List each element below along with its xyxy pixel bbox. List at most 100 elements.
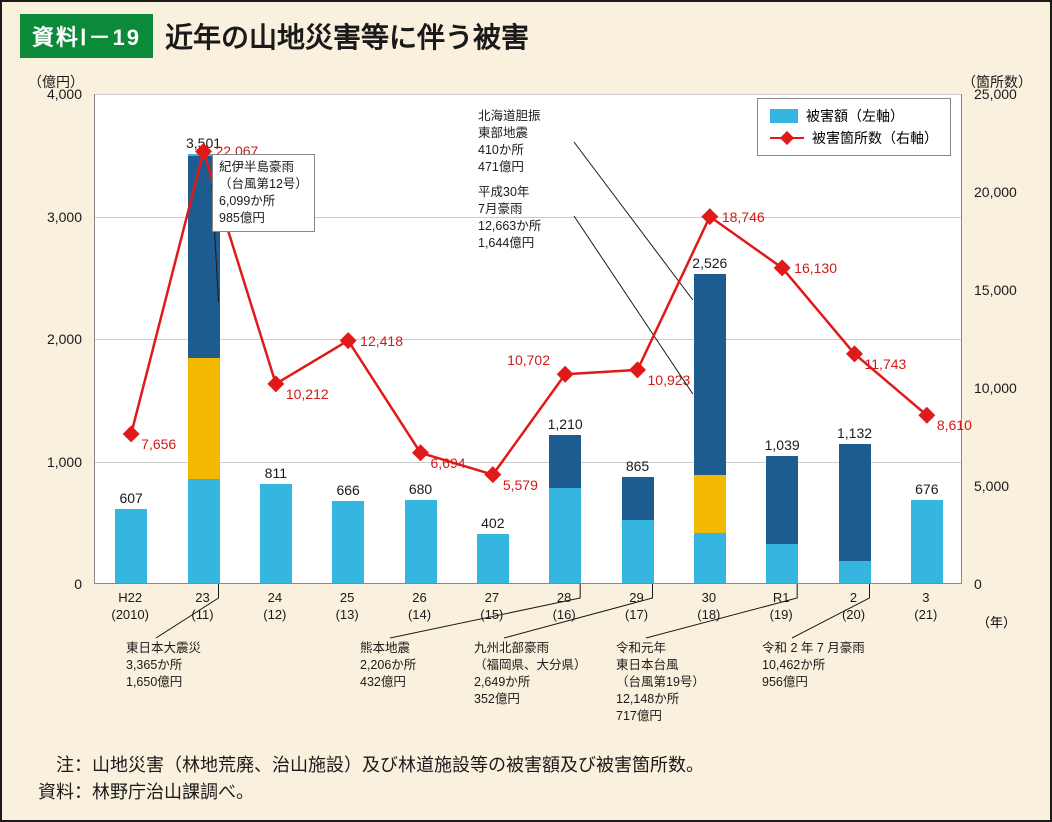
bar-value-label: 666 xyxy=(336,482,359,498)
x-tick: 3(21) xyxy=(914,590,937,624)
chart-zone: （億円） （箇所数） 01,0002,0003,0004,000 05,0001… xyxy=(20,64,1036,704)
x-tick: 24(12) xyxy=(263,590,286,624)
line-marker xyxy=(267,375,284,392)
bar-segment xyxy=(694,274,726,475)
bar-segment xyxy=(694,475,726,533)
footnote-source: 資料：林野庁治山課調べ。 xyxy=(38,779,704,806)
line-value-label: 10,212 xyxy=(286,386,329,402)
line-value-label: 10,923 xyxy=(648,372,691,388)
bar xyxy=(549,435,581,583)
bar-segment xyxy=(694,533,726,583)
bar-segment xyxy=(766,456,798,544)
line-marker xyxy=(123,425,140,442)
gridline xyxy=(95,94,961,95)
y-right-tick: 5,000 xyxy=(974,478,1009,494)
annotation-july2018: 平成30年7月豪雨12,663か所1,644億円 xyxy=(478,184,541,252)
line-marker xyxy=(412,444,429,461)
y-right-tick: 20,000 xyxy=(974,184,1017,200)
line-value-label: 7,656 xyxy=(141,436,176,452)
gridline xyxy=(95,462,961,463)
bar-segment xyxy=(839,561,871,583)
bar xyxy=(260,484,292,583)
legend-line-swatch xyxy=(770,131,804,145)
bar-segment xyxy=(332,501,364,583)
y-right-tick: 15,000 xyxy=(974,282,1017,298)
legend: 被害額（左軸） 被害箇所数（右軸） xyxy=(757,98,951,156)
bar-value-label: 865 xyxy=(626,458,649,474)
legend-bar-swatch xyxy=(770,109,798,123)
bar xyxy=(911,500,943,583)
bar xyxy=(405,500,437,583)
line-value-label: 6,694 xyxy=(431,455,466,471)
x-tick: 27(15) xyxy=(480,590,503,624)
bar-segment xyxy=(405,500,437,583)
legend-line-row: 被害箇所数（右軸） xyxy=(770,127,938,149)
line-value-label: 18,746 xyxy=(722,209,765,225)
line-marker xyxy=(774,259,791,276)
bar-segment xyxy=(188,479,220,583)
y-right-tick: 0 xyxy=(974,576,982,592)
y-left-tick: 3,000 xyxy=(47,209,82,225)
line-value-label: 16,130 xyxy=(794,260,837,276)
line-marker xyxy=(918,407,935,424)
bar-value-label: 680 xyxy=(409,481,432,497)
annotation-hokkaido: 北海道胆振東部地震410か所471億円 xyxy=(478,108,541,176)
y-left-tick: 4,000 xyxy=(47,86,82,102)
bar-segment xyxy=(911,500,943,583)
bar-segment xyxy=(260,484,292,583)
header: 資料Ⅰ－19 近年の山地災害等に伴う被害 xyxy=(2,2,1050,66)
bar-segment xyxy=(622,520,654,583)
bar-segment xyxy=(766,544,798,583)
line-value-label: 10,702 xyxy=(507,352,550,368)
bar xyxy=(115,509,147,583)
annotation-kumamoto: 熊本地震2,206か所432億円 xyxy=(360,640,416,691)
x-tick: 23(11) xyxy=(191,590,213,624)
y-left-tick: 2,000 xyxy=(47,331,82,347)
figure-title: 近年の山地災害等に伴う被害 xyxy=(165,16,529,56)
annotation-reiwa1: 令和元年東日本台風（台風第19号）12,148か所717億円 xyxy=(616,640,705,724)
x-axis-label: （年） xyxy=(977,612,1016,631)
footnote-note: 注：山地災害（林地荒廃、治山施設）及び林道施設等の被害額及び被害箇所数。 xyxy=(38,752,704,779)
line-marker xyxy=(557,366,574,383)
line-marker xyxy=(340,332,357,349)
x-tick: H22(2010) xyxy=(111,590,149,624)
annotation-kyushu: 九州北部豪雨（福岡県、大分県）2,649か所352億円 xyxy=(474,640,587,708)
annotation-reiwa2: 令和 2 年 7 月豪雨10,462か所956億円 xyxy=(762,640,865,691)
bar xyxy=(332,501,364,583)
annotation-kii: 紀伊半島豪雨（台風第12号）6,099か所985億円 xyxy=(212,154,315,232)
x-tick: 29(17) xyxy=(625,590,648,624)
bar-value-label: 811 xyxy=(265,465,287,481)
bar-segment xyxy=(839,444,871,561)
bar-segment xyxy=(549,488,581,583)
bar-segment xyxy=(477,534,509,583)
y-right-tick: 25,000 xyxy=(974,86,1017,102)
line-value-label: 5,579 xyxy=(503,477,538,493)
line-marker xyxy=(484,466,501,483)
figure-badge: 資料Ⅰ－19 xyxy=(20,14,153,58)
x-tick: R1(19) xyxy=(770,590,793,624)
x-tick: 2(20) xyxy=(842,590,865,624)
bar-value-label: 676 xyxy=(915,481,938,497)
bar-value-label: 1,039 xyxy=(765,437,800,453)
x-tick: 28(16) xyxy=(553,590,576,624)
line-marker xyxy=(846,345,863,362)
legend-bar-row: 被害額（左軸） xyxy=(770,105,938,127)
gridline xyxy=(95,339,961,340)
line-marker xyxy=(629,361,646,378)
bar xyxy=(839,444,871,583)
bar-value-label: 1,132 xyxy=(837,425,872,441)
annotation-tohoku: 東日本大震災3,365か所1,650億円 xyxy=(126,640,201,691)
figure-container: 資料Ⅰ－19 近年の山地災害等に伴う被害 （億円） （箇所数） 01,0002,… xyxy=(0,0,1052,822)
bar-segment xyxy=(188,358,220,479)
bar xyxy=(766,456,798,583)
bar xyxy=(622,477,654,583)
line-value-label: 8,610 xyxy=(937,417,972,433)
x-tick: 26(14) xyxy=(408,590,431,624)
x-tick: 30(18) xyxy=(697,590,720,624)
x-tick: 25(13) xyxy=(336,590,359,624)
bar xyxy=(694,274,726,583)
bar-segment xyxy=(549,435,581,488)
bar-value-label: 1,210 xyxy=(548,416,583,432)
legend-line-label: 被害箇所数（右軸） xyxy=(812,128,938,148)
bar xyxy=(477,534,509,583)
